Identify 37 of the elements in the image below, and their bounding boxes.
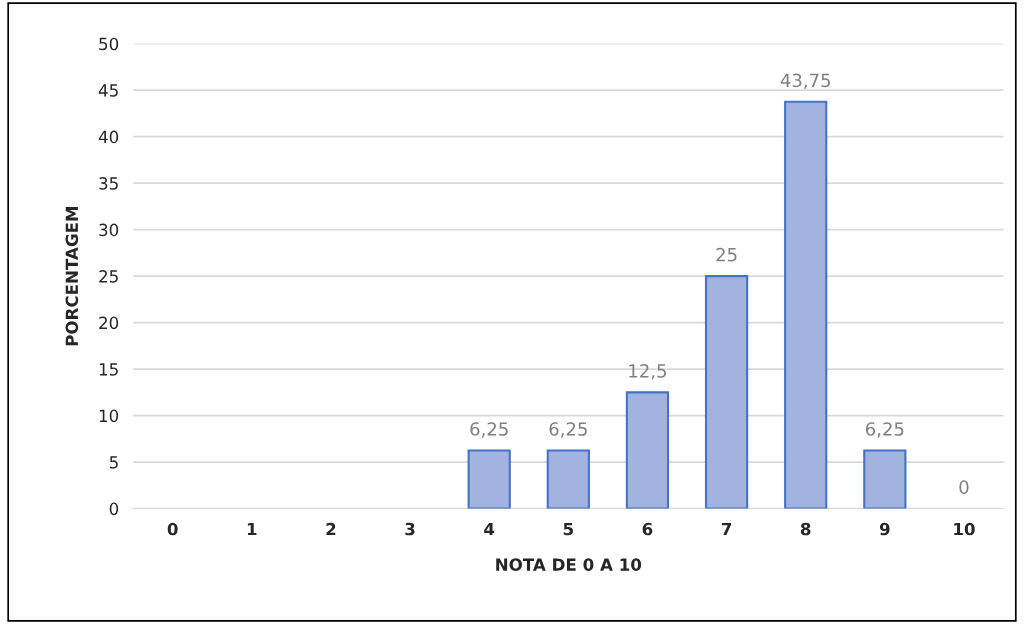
y-axis-title: PORCENTAGEM bbox=[65, 206, 79, 346]
x-tick-label: 4 bbox=[484, 522, 495, 536]
data-label: 25 bbox=[716, 247, 737, 262]
x-axis-title: NOTA DE 0 A 10 bbox=[496, 558, 642, 571]
y-tick-label: 50 bbox=[99, 37, 119, 51]
data-label: 12,5 bbox=[629, 364, 666, 380]
y-tick-label: 45 bbox=[98, 84, 118, 97]
bar bbox=[625, 391, 670, 509]
x-tick-label: 3 bbox=[405, 522, 415, 536]
x-tick-label: 10 bbox=[954, 522, 975, 536]
bar bbox=[704, 275, 749, 509]
y-tick-label: 30 bbox=[99, 223, 119, 237]
y-tick-label: 25 bbox=[99, 270, 118, 283]
x-tick-label: 1 bbox=[247, 522, 257, 536]
y-tick-label: 20 bbox=[99, 316, 119, 330]
x-tick-label: 0 bbox=[167, 522, 178, 536]
y-tick-label: 0 bbox=[109, 502, 119, 516]
bar bbox=[784, 100, 828, 509]
bar bbox=[863, 449, 907, 509]
y-tick-label: 10 bbox=[99, 409, 119, 423]
y-tick-label: 5 bbox=[109, 456, 118, 469]
data-label: 6,25 bbox=[549, 422, 587, 438]
x-tick-label: 2 bbox=[326, 522, 336, 536]
bar bbox=[546, 449, 590, 509]
bar bbox=[467, 449, 511, 509]
x-tick-label: 5 bbox=[563, 522, 573, 536]
data-label: 6,25 bbox=[865, 422, 904, 438]
x-tick-label: 7 bbox=[721, 522, 732, 536]
y-tick-label: 15 bbox=[99, 363, 118, 376]
data-label: 6,25 bbox=[470, 422, 508, 438]
y-tick-label: 35 bbox=[99, 177, 118, 190]
x-tick-label: 6 bbox=[642, 522, 653, 536]
data-label: 0 bbox=[959, 480, 969, 494]
x-tick-label: 8 bbox=[800, 522, 811, 536]
data-label: 43,75 bbox=[780, 73, 830, 90]
x-tick-label: 9 bbox=[879, 522, 890, 536]
y-tick-label: 40 bbox=[98, 130, 119, 144]
